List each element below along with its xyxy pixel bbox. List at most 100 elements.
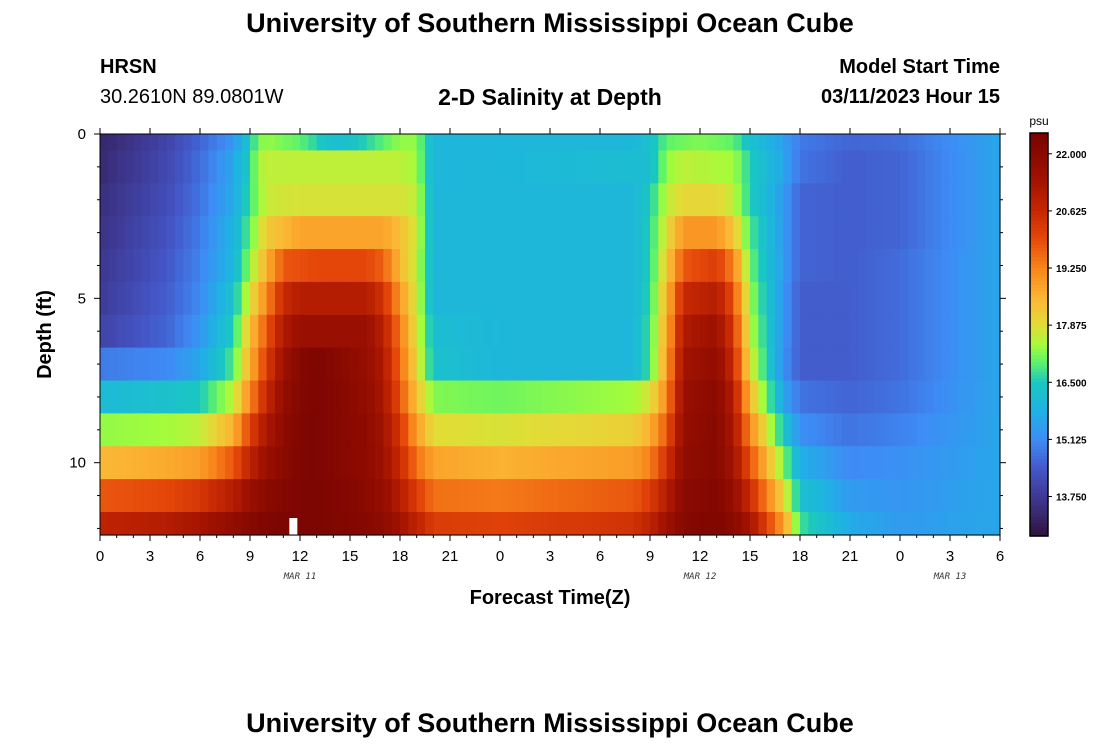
heatmap-cell xyxy=(391,413,401,447)
heatmap-cell xyxy=(108,249,118,283)
heatmap-cell xyxy=(591,249,601,283)
heatmap-cell xyxy=(791,134,801,152)
heatmap-cell xyxy=(250,134,259,152)
heatmap-cell xyxy=(991,281,1001,316)
heatmap-cell xyxy=(666,511,676,536)
heatmap-cell xyxy=(108,446,118,480)
x-tick-label: 9 xyxy=(246,548,254,565)
heatmap-cell xyxy=(808,183,818,217)
heatmap-cell xyxy=(408,413,418,447)
heatmap-cell xyxy=(800,511,809,536)
colorbar-segment xyxy=(1030,452,1048,456)
colorbar-segment xyxy=(1030,280,1048,285)
heatmap-cell xyxy=(541,347,551,382)
heatmap-cell xyxy=(233,183,243,217)
heatmap-cell xyxy=(800,183,809,217)
heatmap-cell xyxy=(600,380,609,414)
heatmap-cell xyxy=(300,380,309,414)
heatmap-cell xyxy=(775,446,784,480)
heatmap-cell xyxy=(225,380,234,414)
heatmap-cell xyxy=(775,150,784,184)
heatmap-cell xyxy=(491,380,501,414)
heatmap-cell xyxy=(141,511,151,536)
heatmap-cell xyxy=(316,479,326,513)
heatmap-cell xyxy=(741,134,751,152)
heatmap-cell xyxy=(391,446,401,480)
heatmap-cell xyxy=(491,479,501,513)
heatmap-cell xyxy=(758,249,768,283)
colorbar-segment xyxy=(1030,260,1048,265)
heatmap-cell xyxy=(483,380,493,414)
heatmap-cell xyxy=(125,479,134,513)
heatmap-cell xyxy=(933,134,943,152)
heatmap-cell xyxy=(633,413,643,447)
heatmap-cell xyxy=(733,347,743,382)
heatmap-cell xyxy=(858,134,868,152)
heatmap-cell xyxy=(725,281,734,316)
colorbar-segment xyxy=(1030,361,1048,366)
heatmap-cell xyxy=(383,479,393,513)
heatmap-cell xyxy=(441,413,451,447)
heatmap-cell xyxy=(400,479,409,513)
heatmap-cell xyxy=(883,150,893,184)
heatmap-cell xyxy=(675,413,684,447)
heatmap-cell xyxy=(741,183,751,217)
heatmap-cell xyxy=(191,249,201,283)
colorbar-segment xyxy=(1030,458,1048,463)
heatmap-cell xyxy=(766,249,776,283)
colorbar-segment xyxy=(1030,368,1048,373)
x-tick-label: 21 xyxy=(842,548,859,565)
heatmap-cell xyxy=(625,479,634,513)
heatmap-cell xyxy=(791,446,801,480)
heatmap-cell xyxy=(408,281,418,316)
x-tick-label: 0 xyxy=(896,548,904,565)
heatmap-cell xyxy=(608,380,618,414)
heatmap-cell xyxy=(141,134,151,152)
heatmap-cell xyxy=(850,134,859,152)
heatmap-cell xyxy=(250,249,259,283)
heatmap-cell xyxy=(466,380,476,414)
heatmap-cell xyxy=(875,134,884,152)
heatmap-cell xyxy=(325,281,334,316)
heatmap-cell xyxy=(650,479,659,513)
heatmap-cell xyxy=(508,183,518,217)
colorbar-segment xyxy=(1030,173,1048,178)
heatmap-cell xyxy=(666,150,676,184)
heatmap-cell xyxy=(500,380,509,414)
heatmap-cell xyxy=(700,281,709,316)
heatmap-cell xyxy=(408,183,418,217)
heatmap-cell xyxy=(533,380,543,414)
colorbar-segment xyxy=(1030,133,1048,137)
heatmap-cell xyxy=(358,479,368,513)
heatmap-cell xyxy=(191,511,201,536)
x-tick-label: 3 xyxy=(946,548,954,565)
heatmap-cell xyxy=(283,134,293,152)
heatmap-cell xyxy=(200,249,209,283)
heatmap-cell xyxy=(675,134,684,152)
heatmap-cell xyxy=(941,314,951,349)
heatmap-cell xyxy=(133,511,143,536)
colorbar-segment xyxy=(1030,431,1048,436)
heatmap-cell xyxy=(566,479,576,513)
heatmap-cell xyxy=(108,347,118,382)
heatmap-cell xyxy=(391,134,401,152)
heatmap-cell xyxy=(433,511,443,536)
heatmap-cell xyxy=(308,150,318,184)
heatmap-cell xyxy=(458,314,468,349)
heatmap-cell xyxy=(541,446,551,480)
heatmap-cell xyxy=(858,150,868,184)
heatmap-cell xyxy=(716,446,726,480)
heatmap-cell xyxy=(400,511,409,536)
heatmap-cell xyxy=(516,347,526,382)
heatmap-cell xyxy=(500,347,509,382)
heatmap-cell xyxy=(283,314,293,349)
heatmap-cell xyxy=(258,380,268,414)
heatmap-cell xyxy=(350,314,359,349)
heatmap-cell xyxy=(200,446,209,480)
heatmap-cell xyxy=(241,134,251,152)
heatmap-cell xyxy=(458,281,468,316)
heatmap-cell xyxy=(900,413,909,447)
heatmap-cell xyxy=(808,446,818,480)
heatmap-cell xyxy=(341,249,351,283)
heatmap-cell xyxy=(183,446,193,480)
